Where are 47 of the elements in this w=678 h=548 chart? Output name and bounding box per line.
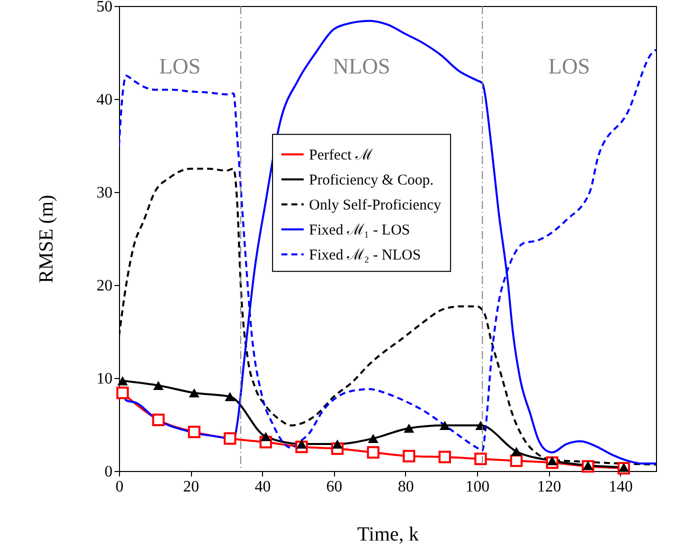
y-axis-title: RMSE (m)	[36, 194, 58, 284]
point	[188, 426, 200, 438]
x-tick-label: 100	[466, 478, 490, 496]
x-tick-label: 80	[398, 478, 414, 496]
y-tick-label: 10	[96, 370, 112, 388]
legend-label: Proficiency & Coop.	[309, 172, 434, 188]
point	[260, 432, 272, 442]
legend-label: Fixed ℳ₁ - LOS	[309, 222, 410, 238]
point	[368, 434, 378, 443]
x-tick-label: 0	[116, 478, 124, 496]
y-tick-label: 20	[96, 278, 112, 294]
y-tick-label: 40	[96, 92, 112, 108]
point	[366, 446, 380, 459]
legend-label: Fixed ℳ₂ - NLOS	[309, 247, 421, 264]
annotation: NLOS	[332, 53, 390, 78]
y-tick-label: 30	[96, 184, 112, 202]
x-tick-label: 60	[326, 478, 342, 496]
point	[116, 386, 129, 400]
point	[152, 414, 165, 426]
point	[582, 460, 594, 470]
point	[296, 439, 307, 449]
point	[438, 450, 452, 464]
point	[224, 432, 236, 445]
point	[618, 462, 630, 472]
point	[474, 452, 487, 466]
annotation: LOS	[159, 53, 201, 78]
point	[224, 392, 236, 402]
point	[402, 450, 416, 462]
x-tick-label: 20	[183, 478, 200, 496]
point	[117, 376, 128, 386]
x-tick-label: 120	[537, 478, 562, 496]
y-tick-label: 0	[104, 464, 112, 480]
point	[510, 454, 523, 468]
x-tick-label: 40	[254, 478, 271, 496]
y-tick-label: 50	[96, 0, 112, 16]
annotation: LOS	[548, 53, 590, 78]
point	[440, 420, 450, 430]
x-axis-title: Time, k	[357, 524, 419, 546]
legend-label: Perfect ℳ	[309, 147, 374, 164]
point	[188, 388, 200, 398]
point	[511, 446, 522, 456]
point	[475, 420, 486, 430]
x-tick-label: 140	[608, 478, 633, 496]
point	[153, 380, 164, 390]
point	[332, 439, 343, 449]
point	[404, 424, 414, 433]
legend-label: Only Self-Proficiency	[309, 197, 442, 214]
